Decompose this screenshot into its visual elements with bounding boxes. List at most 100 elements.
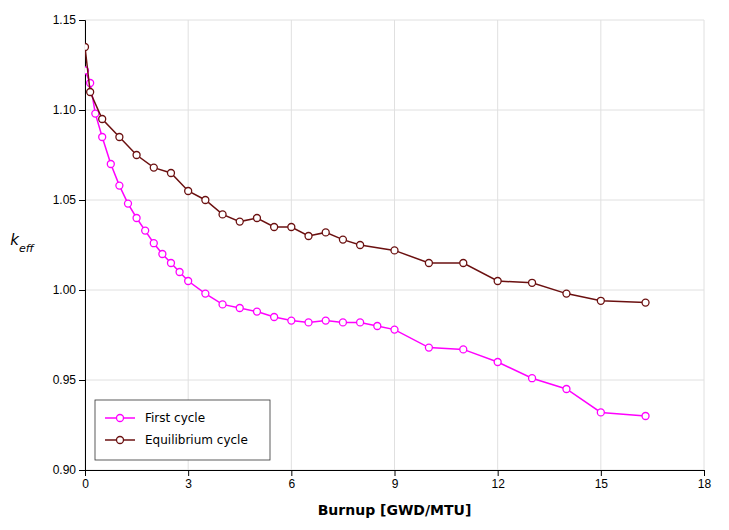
tick-label: 3	[185, 477, 192, 491]
point	[236, 218, 243, 225]
point	[167, 170, 174, 177]
y-axis-title: keff	[10, 231, 34, 255]
legend-marker	[117, 415, 124, 422]
point	[597, 297, 604, 304]
tick-mark	[79, 470, 85, 471]
tick-mark	[188, 470, 189, 476]
point	[124, 200, 131, 207]
grid-line	[600, 20, 601, 470]
grid-line	[85, 380, 704, 381]
point	[494, 359, 501, 366]
axis-line	[86, 471, 705, 477]
legend-frame	[95, 400, 270, 460]
x-axis-title: Burnup [GWD/MTU]	[318, 502, 472, 518]
point	[305, 319, 312, 326]
tick-mark	[704, 470, 705, 476]
point	[202, 197, 209, 204]
point	[142, 227, 149, 234]
point	[322, 317, 329, 324]
tick-mark	[395, 470, 396, 476]
grid-line	[497, 20, 498, 470]
series-line	[85, 47, 646, 303]
point	[253, 308, 260, 315]
point	[253, 215, 260, 222]
legend-item: First cycle	[105, 411, 205, 425]
legend-item: Equilibrium cycle	[105, 433, 248, 447]
plot: 03691215180.900.951.001.051.101.15First …	[53, 13, 712, 490]
tick: 9	[392, 470, 399, 491]
tick: 1.00	[53, 283, 85, 297]
tick-mark	[601, 470, 602, 476]
tick: 18	[698, 470, 712, 491]
tick-mark	[79, 110, 85, 111]
point	[167, 260, 174, 267]
point	[563, 290, 570, 297]
tick: 1.05	[53, 193, 85, 207]
tick: 0.90	[53, 463, 85, 477]
point	[288, 224, 295, 231]
tick-mark	[79, 290, 85, 291]
x-axis: 0369121518	[82, 470, 711, 491]
point	[133, 215, 140, 222]
point	[563, 386, 570, 393]
tick: 0	[82, 470, 89, 491]
point	[107, 161, 114, 168]
point	[185, 188, 192, 195]
tick-label: 0	[82, 477, 89, 491]
tick: 1.15	[53, 13, 85, 27]
grid-line	[85, 200, 704, 201]
point	[271, 314, 278, 321]
point	[357, 242, 364, 249]
tick: 0.95	[53, 373, 85, 387]
tick-mark	[498, 470, 499, 476]
tick-label: 0.90	[53, 463, 77, 477]
legend-marker	[117, 437, 124, 444]
y-axis: 0.90 0.95 1.00 1.05 1.10 1.15	[53, 13, 86, 477]
series-group	[85, 44, 649, 420]
point	[460, 346, 467, 353]
chart: 03691215180.900.951.001.051.101.15First …	[0, 0, 729, 530]
grid-line	[85, 290, 704, 291]
tick-label: 1.05	[53, 193, 77, 207]
point	[642, 413, 649, 420]
tick-mark	[79, 20, 85, 21]
tick-label: 18	[698, 477, 712, 491]
point	[202, 290, 209, 297]
point	[116, 134, 123, 141]
point	[391, 326, 398, 333]
legend: First cycle Equilibrium cycle	[95, 400, 270, 460]
tick: 3	[185, 470, 192, 491]
grid-line	[85, 20, 704, 21]
tick-label: 6	[288, 477, 295, 491]
tick: 15	[595, 470, 609, 491]
point	[116, 182, 123, 189]
point	[150, 164, 157, 171]
point	[288, 317, 295, 324]
point	[87, 89, 94, 96]
point	[374, 323, 381, 330]
point	[185, 278, 192, 285]
tick-mark	[291, 470, 292, 476]
tick: 1.10	[53, 103, 85, 117]
grid	[85, 20, 704, 470]
point	[425, 344, 432, 351]
point	[425, 260, 432, 267]
tick: 6	[288, 470, 295, 491]
point	[150, 240, 157, 247]
point	[322, 229, 329, 236]
series-line	[85, 70, 646, 416]
point	[529, 279, 536, 286]
point	[271, 224, 278, 231]
point	[85, 44, 89, 51]
point	[99, 116, 106, 123]
grid-line	[85, 110, 704, 111]
point	[597, 409, 604, 416]
tick-mark	[79, 200, 85, 201]
point	[460, 260, 467, 267]
point	[219, 301, 226, 308]
point	[529, 375, 536, 382]
axis-line	[79, 21, 86, 471]
tick-label: 1.00	[53, 283, 77, 297]
tick-label: 15	[595, 477, 609, 491]
point	[159, 251, 166, 258]
